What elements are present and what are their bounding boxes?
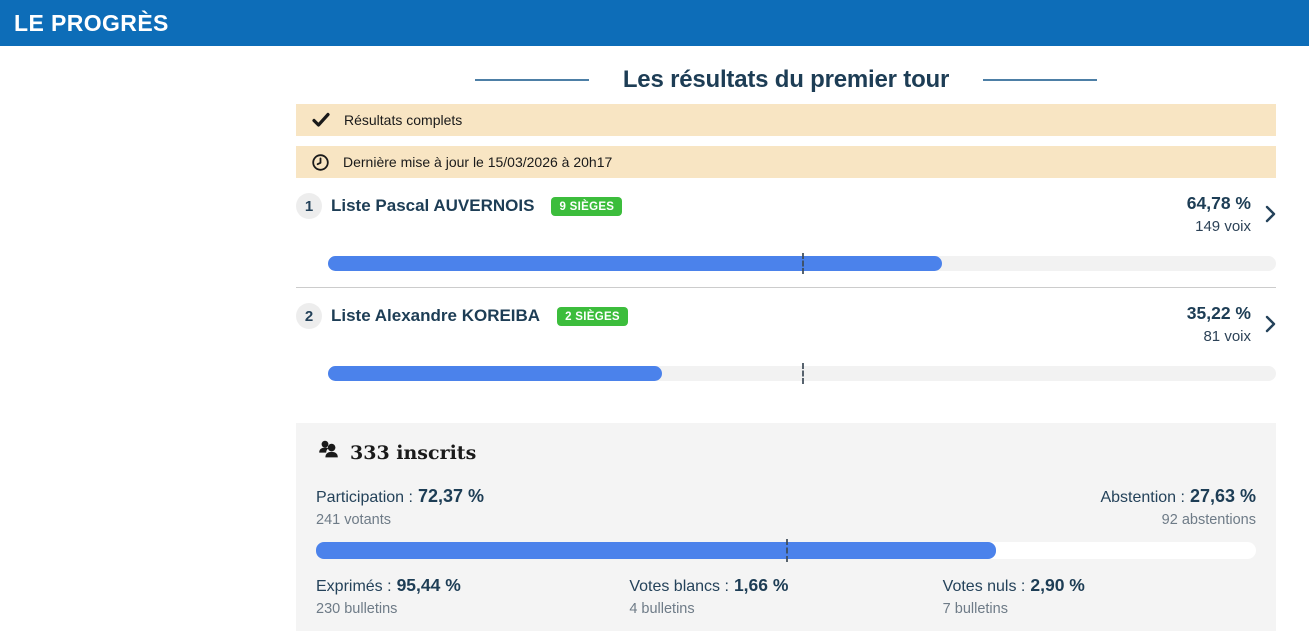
participation-bar: [316, 539, 1256, 562]
candidate-header: 1 Liste Pascal AUVERNOIS 9 SIÈGES 64,78 …: [296, 193, 1276, 235]
candidate-name: Liste Pascal AUVERNOIS: [331, 196, 535, 215]
candidate-name: Liste Alexandre KOREIBA: [331, 306, 541, 325]
votes-nuls-block: Votes nuls :2,90 % 7 bulletins: [943, 575, 1256, 617]
page-title: Les résultats du premier tour: [622, 66, 950, 93]
title-rule-right: [983, 79, 1098, 81]
seats-badge: 2 SIÈGES: [557, 306, 628, 326]
votes-nuls-value: 2,90 %: [1030, 575, 1085, 595]
abstention-sub: 92 abstentions: [1161, 512, 1256, 528]
votes-blancs-label: Votes blancs :: [629, 578, 729, 595]
check-icon: [312, 112, 330, 128]
participation-label: Participation :: [316, 489, 413, 506]
result-bar-fill: [328, 256, 943, 271]
status-banner-updated: Dernière mise à jour le 15/03/2026 à 20h…: [296, 146, 1276, 178]
exprimes-value: 95,44 %: [396, 575, 461, 595]
candidate-row-2[interactable]: 2 Liste Alexandre KOREIBA 2 SIÈGES 35,22…: [296, 287, 1276, 397]
clock-icon: [312, 153, 329, 171]
chevron-right-icon[interactable]: [1265, 205, 1276, 223]
abstention-value: 27,63 %: [1189, 486, 1256, 506]
inscrits-label: 333 inscrits: [350, 441, 477, 464]
site-logo[interactable]: LE PROGRÈS: [14, 9, 169, 36]
votes-blancs-sub: 4 bulletins: [629, 601, 695, 617]
ballots-row: Exprimés :95,44 % 230 bulletins Votes bl…: [316, 575, 1256, 617]
votes-nuls-label: Votes nuls :: [942, 578, 1026, 595]
participation-sub: 241 votants: [316, 512, 391, 528]
result-bar: [328, 253, 1276, 274]
candidate-row-1[interactable]: 1 Liste Pascal AUVERNOIS 9 SIÈGES 64,78 …: [296, 178, 1276, 287]
abstention-block: Abstention :27,63 % 92 abstentions: [1100, 486, 1256, 528]
candidate-numbers: 64,78 % 149 voix: [1187, 193, 1251, 235]
candidate-identity: 2 Liste Alexandre KOREIBA 2 SIÈGES: [296, 303, 628, 329]
participation-bar-fill: [316, 542, 997, 559]
voters-icon: [316, 439, 340, 466]
seats-badge: 9 SIÈGES: [551, 196, 623, 216]
site-header: LE PROGRÈS: [0, 0, 1309, 46]
majority-threshold-marker: [802, 253, 804, 274]
candidate-percent: 35,22 %: [1186, 303, 1251, 323]
majority-threshold-marker: [786, 539, 788, 562]
participation-value: 72,37 %: [417, 486, 484, 506]
votes-blancs-value: 1,66 %: [733, 575, 789, 595]
section-title-row: Les résultats du premier tour: [296, 66, 1276, 94]
status-banner-text: Résultats complets: [344, 112, 463, 128]
stats-panel: 333 inscrits Participation :72,37 % 241 …: [296, 423, 1276, 631]
participation-block: Participation :72,37 % 241 votants: [316, 486, 484, 528]
result-bar-fill: [328, 366, 662, 381]
last-update-text: Dernière mise à jour le 15/03/2026 à 20h…: [343, 154, 613, 170]
title-rule-left: [474, 79, 589, 81]
exprimes-sub: 230 bulletins: [316, 601, 398, 617]
results-content: Les résultats du premier tour Résultats …: [296, 66, 1276, 631]
rank-badge: 1: [296, 193, 322, 219]
exprimes-label: Exprimés :: [316, 578, 392, 595]
votes-nuls-sub: 7 bulletins: [942, 601, 1008, 617]
exprimes-block: Exprimés :95,44 % 230 bulletins: [316, 575, 629, 617]
candidate-score: 64,78 % 149 voix: [1187, 193, 1276, 235]
candidate-percent: 64,78 %: [1186, 193, 1251, 213]
status-banner-complete: Résultats complets: [296, 104, 1276, 136]
rank-badge: 2: [296, 303, 322, 329]
candidate-header: 2 Liste Alexandre KOREIBA 2 SIÈGES 35,22…: [296, 303, 1276, 345]
candidate-numbers: 35,22 % 81 voix: [1187, 303, 1251, 345]
candidate-votes: 81 voix: [1203, 328, 1251, 345]
abstention-label: Abstention :: [1100, 489, 1185, 506]
majority-threshold-marker: [802, 363, 804, 384]
registered-voters: 333 inscrits: [316, 439, 1256, 466]
candidate-votes: 149 voix: [1195, 218, 1251, 235]
votes-blancs-block: Votes blancs :1,66 % 4 bulletins: [629, 575, 942, 617]
candidate-identity: 1 Liste Pascal AUVERNOIS 9 SIÈGES: [296, 193, 623, 219]
candidate-score: 35,22 % 81 voix: [1187, 303, 1276, 345]
result-bar: [328, 363, 1276, 384]
chevron-right-icon[interactable]: [1265, 315, 1276, 333]
participation-row: Participation :72,37 % 241 votants Abste…: [316, 486, 1256, 528]
